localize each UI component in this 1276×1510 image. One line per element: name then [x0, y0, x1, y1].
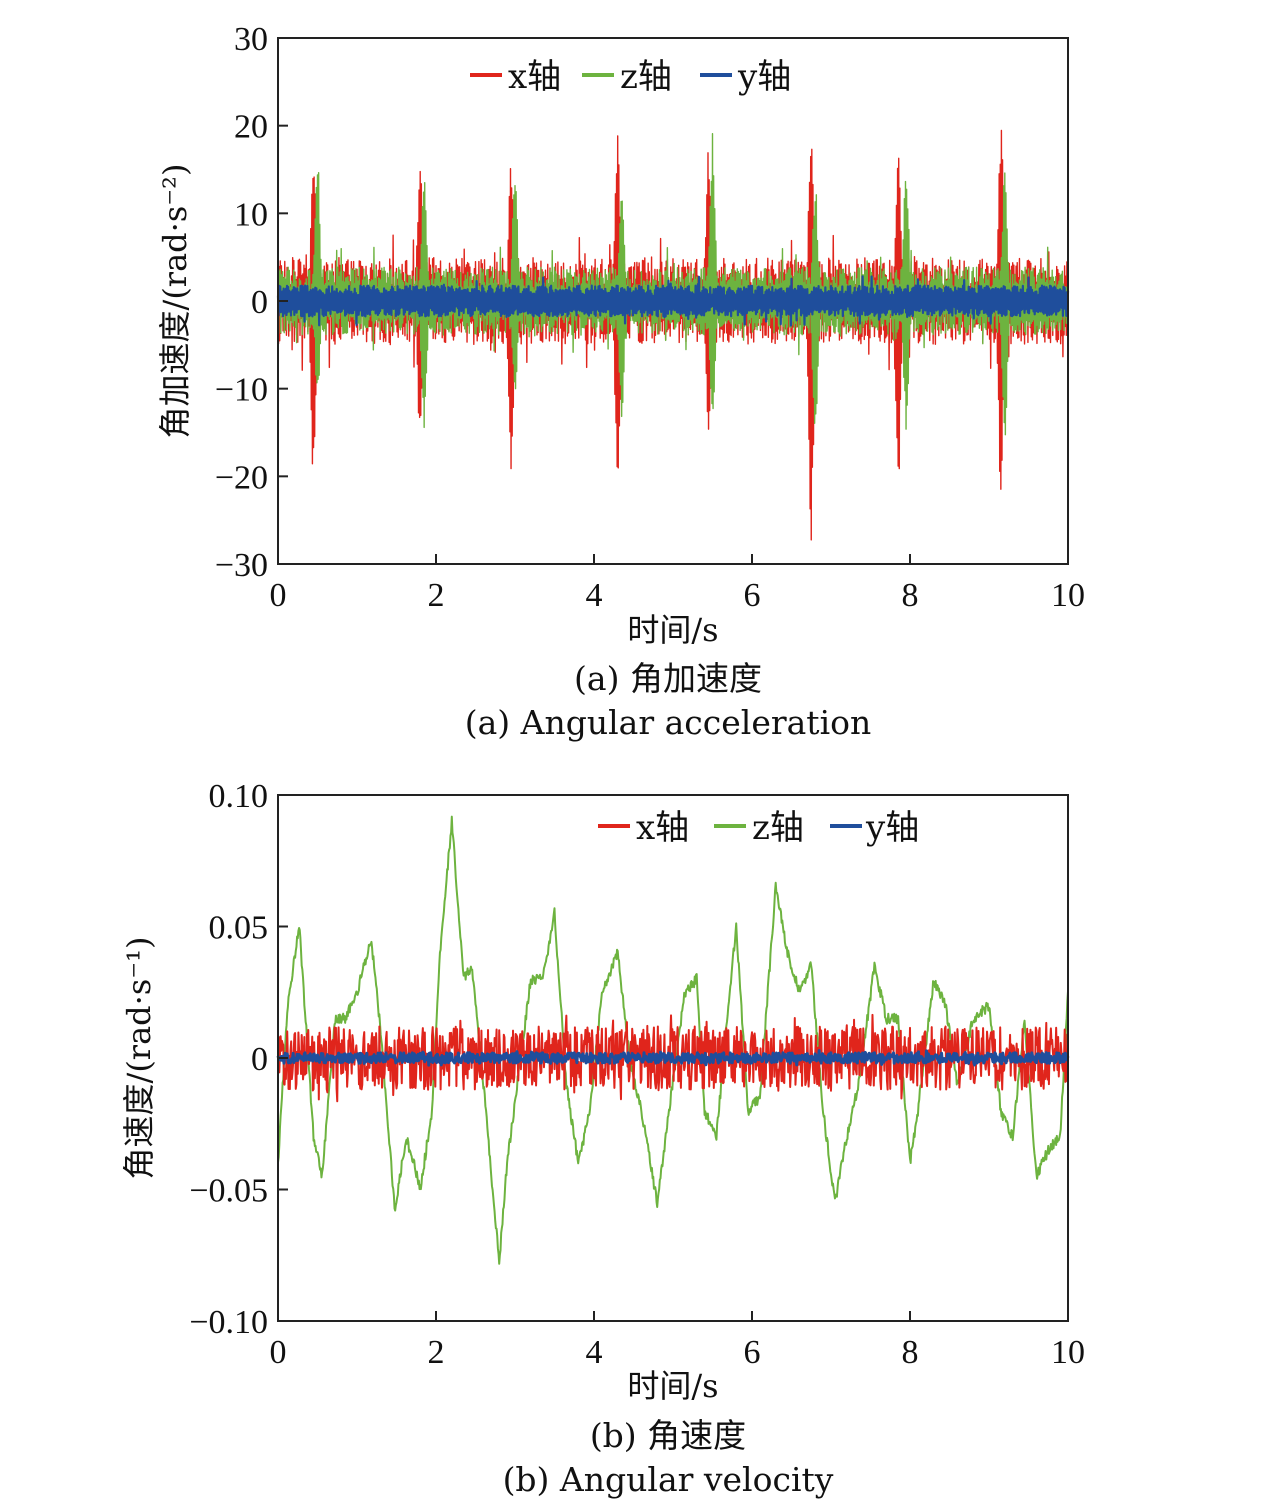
chart-a-xtick-label: 10	[1051, 577, 1085, 614]
chart-a: 0 2 4 6 8 10 30 20 10 0 −10 −20 −30 x轴 z轴 y轴 角加速度/(r…	[156, 21, 1085, 742]
chart-a-series-z	[277, 133, 1069, 436]
chart-b-subtitle: (b) Angular velocity	[503, 1460, 834, 1499]
legend-y-label: y轴	[737, 57, 791, 97]
chart-b-legend: x轴 z轴 y轴	[598, 808, 919, 848]
chart-a-ytick-label: −20	[215, 459, 268, 496]
legend-x-label: x轴	[508, 57, 561, 97]
chart-b-xtick-label: 8	[902, 1334, 919, 1371]
chart-b-ytick-label: 0.05	[209, 910, 269, 947]
chart-b-series-layer	[276, 815, 1070, 1265]
chart-b-series-y	[276, 1049, 1070, 1067]
chart-a-ytick-label: 30	[234, 21, 268, 58]
chart-a-legend: x轴 z轴 y轴	[470, 57, 791, 97]
chart-a-subtitle: (a) Angular acceleration	[465, 703, 872, 742]
chart-b: 0 2 4 6 8 10 0.10 0.05 0 −0.05 −0.10 x轴 z轴 y轴 角速度/…	[120, 778, 1085, 1499]
chart-b-ticks: 0 2 4 6 8 10 0.10 0.05 0 −0.05 −0.10	[189, 778, 1085, 1371]
chart-b-ytick-label: −0.10	[189, 1304, 268, 1341]
chart-b-ytick-label: 0.10	[209, 778, 269, 815]
chart-b-series-x	[277, 1013, 1069, 1103]
chart-b-xlabel: 时间/s	[627, 1367, 718, 1405]
legend-x-label: x轴	[636, 808, 689, 848]
chart-a-ytick-label: −10	[215, 372, 268, 409]
chart-a-xtick-label: 6	[744, 577, 761, 614]
legend-z-label: z轴	[620, 57, 672, 97]
chart-a-ticks: 0 2 4 6 8 10 30 20 10 0 −10 −20 −30	[215, 21, 1085, 614]
chart-a-title: (a) 角加速度	[574, 659, 762, 698]
chart-a-ytick-label: 10	[234, 196, 268, 233]
chart-a-xlabel: 时间/s	[627, 611, 718, 649]
chart-b-xtick-label: 6	[744, 1334, 761, 1371]
chart-b-xtick-label: 10	[1051, 1334, 1085, 1371]
chart-b-ytick-label: 0	[251, 1041, 268, 1078]
chart-a-series-layer	[276, 129, 1070, 541]
chart-a-series-x	[277, 129, 1069, 541]
chart-b-ytick-label: −0.05	[189, 1173, 268, 1210]
chart-b-title: (b) 角速度	[590, 1416, 746, 1455]
legend-z-label: z轴	[752, 808, 804, 848]
chart-a-xtick-label: 8	[902, 577, 919, 614]
chart-a-ylabel: 角加速度/(rad·s⁻²)	[156, 164, 194, 439]
legend-y-label: y轴	[865, 808, 919, 848]
chart-a-series-y	[276, 275, 1070, 327]
chart-a-ytick-label: −30	[215, 547, 268, 584]
chart-b-xtick-label: 4	[586, 1334, 603, 1371]
chart-b-xtick-label: 0	[270, 1334, 287, 1371]
chart-a-xtick-label: 0	[270, 577, 287, 614]
chart-b-xtick-label: 2	[428, 1334, 445, 1371]
chart-a-xtick-label: 4	[586, 577, 603, 614]
chart-a-xtick-label: 2	[428, 577, 445, 614]
chart-a-ytick-label: 0	[251, 284, 268, 321]
chart-b-ylabel: 角速度/(rad·s⁻¹)	[120, 937, 158, 1180]
chart-a-ytick-label: 20	[234, 109, 268, 146]
